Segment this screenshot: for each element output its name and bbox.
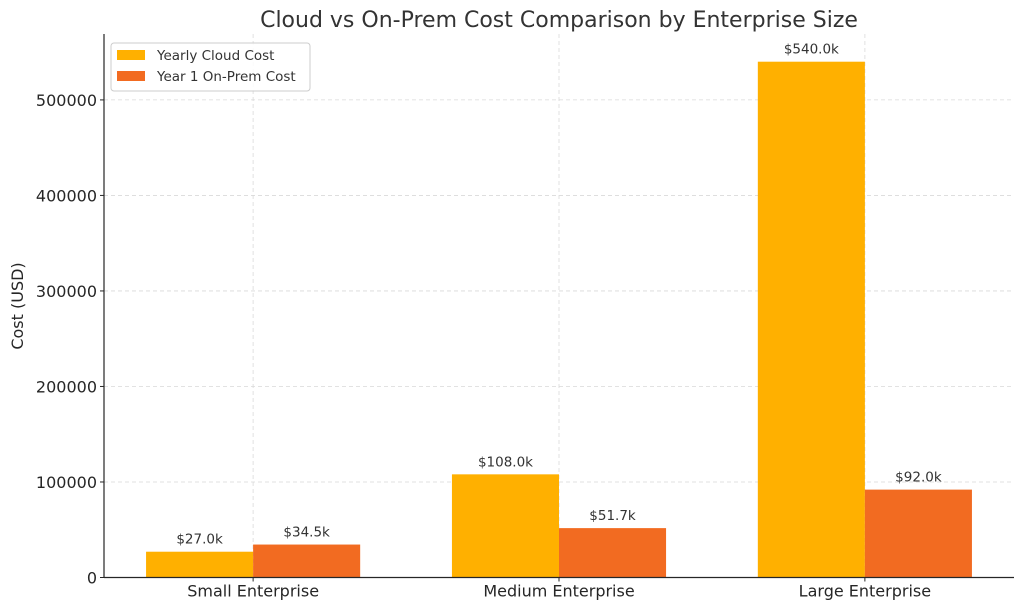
y-tick-label: 200000 (36, 377, 97, 396)
y-tick-label: 400000 (36, 186, 97, 205)
x-axis-ticks: Small Enterprise Medium Enterprise Large E… (187, 577, 931, 601)
legend-swatch-cloud (117, 50, 145, 60)
y-tick-label: 500000 (36, 91, 97, 110)
bar-cloud-1 (451, 474, 559, 578)
legend: Yearly Cloud Cost Year 1 On-Prem Cost (110, 42, 311, 92)
legend-box (110, 42, 311, 92)
legend-swatch-onprem (117, 71, 145, 81)
y-axis-label: Cost (USD) (8, 262, 27, 349)
bar-labels: $27.0k $108.0k $540.0k $34.5k $51.7k $92.0k (176, 42, 941, 548)
y-tick-label: 100000 (36, 473, 97, 492)
bars (146, 61, 972, 578)
bar-cloud-2 (757, 61, 865, 578)
bar-value-label: $34.5k (283, 525, 330, 541)
bar-value-label: $27.0k (176, 532, 223, 548)
bar-onprem-0 (253, 544, 361, 578)
legend-label-cloud: Yearly Cloud Cost (156, 48, 274, 64)
x-tick-label: Large Enterprise (799, 582, 931, 601)
x-tick-label: Medium Enterprise (483, 582, 634, 601)
legend-label-onprem: Year 1 On-Prem Cost (156, 69, 296, 85)
bar-value-label: $92.0k (895, 470, 942, 486)
x-tick-label: Small Enterprise (187, 582, 319, 601)
bar-value-label: $540.0k (784, 42, 839, 58)
y-tick-label: 300000 (36, 282, 97, 301)
y-axis-ticks: 0 100000 200000 300000 400000 500000 (36, 91, 104, 588)
bar-onprem-1 (559, 528, 667, 578)
bar-onprem-2 (864, 489, 972, 578)
y-tick-label: 0 (87, 569, 97, 588)
bar-value-label: $108.0k (478, 454, 533, 470)
bar-cloud-0 (146, 551, 254, 578)
chart-title: Cloud vs On-Prem Cost Comparison by Ente… (260, 8, 858, 33)
bar-value-label: $51.7k (589, 508, 636, 524)
